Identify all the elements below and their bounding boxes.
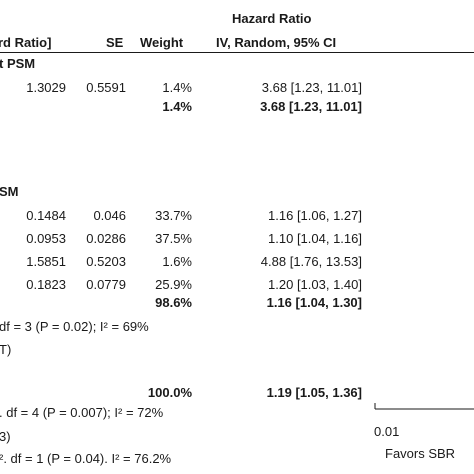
ci-value: 1.10 [1.04, 1.16] [268,231,362,246]
subtotal-ci: 3.68 [1.23, 11.01] [260,99,362,114]
header-divider [0,52,474,53]
heterogeneity-text: df = 3 (P = 0.02); I² = 69% [0,319,149,334]
se-value: 0.0286 [86,231,126,246]
column-header-se: SE [106,35,124,50]
log-hr-value: 0.1484 [26,208,66,223]
group-label: t PSM [0,56,36,71]
total-weight: 100.0% [147,385,192,400]
hazard-ratio-header: Hazard Ratio [232,11,312,26]
log-hr-value: 0.1823 [26,277,66,292]
subgroup-difference-text: ². df = 1 (P = 0.04). I² = 76.2% [0,451,172,466]
log-hr-value: 1.3029 [26,80,66,95]
se-value: 0.046 [93,208,126,223]
overall-effect-text: T) [0,342,12,357]
subtotal-ci: 1.16 [1.04, 1.30] [266,295,362,310]
ci-value: 1.20 [1.03, 1.40] [268,277,362,292]
se-value: 0.5591 [86,80,126,95]
weight-value: 37.5% [155,231,192,246]
total-heterogeneity-text: . df = 4 (P = 0.007); I² = 72% [0,405,164,420]
log-hr-value: 1.5851 [26,254,66,269]
se-value: 0.0779 [86,277,126,292]
weight-value: 25.9% [155,277,192,292]
ci-value: 4.88 [1.76, 13.53] [260,254,362,269]
axis-tick-label: 0.01 [374,424,400,439]
ci-value: 1.16 [1.06, 1.27] [268,208,362,223]
column-header-ci: IV, Random, 95% CI [216,35,337,50]
log-hr-value: 0.0953 [26,231,66,246]
se-value: 0.5203 [86,254,126,269]
total-ci: 1.19 [1.05, 1.36] [266,385,362,400]
subtotal-weight: 98.6% [155,295,192,310]
weight-value: 33.7% [155,208,192,223]
subtotal-weight: 1.4% [162,99,192,114]
weight-value: 1.6% [162,254,192,269]
ci-value: 3.68 [1.23, 11.01] [261,80,362,95]
favors-left-label: Favors SBR [385,446,456,461]
group-label: SM [0,184,19,199]
total-overall-effect-text: 3) [0,429,11,444]
column-header-weight: Weight [140,35,184,50]
column-header-log-hr: rd Ratio] [0,35,52,50]
weight-value: 1.4% [162,80,192,95]
